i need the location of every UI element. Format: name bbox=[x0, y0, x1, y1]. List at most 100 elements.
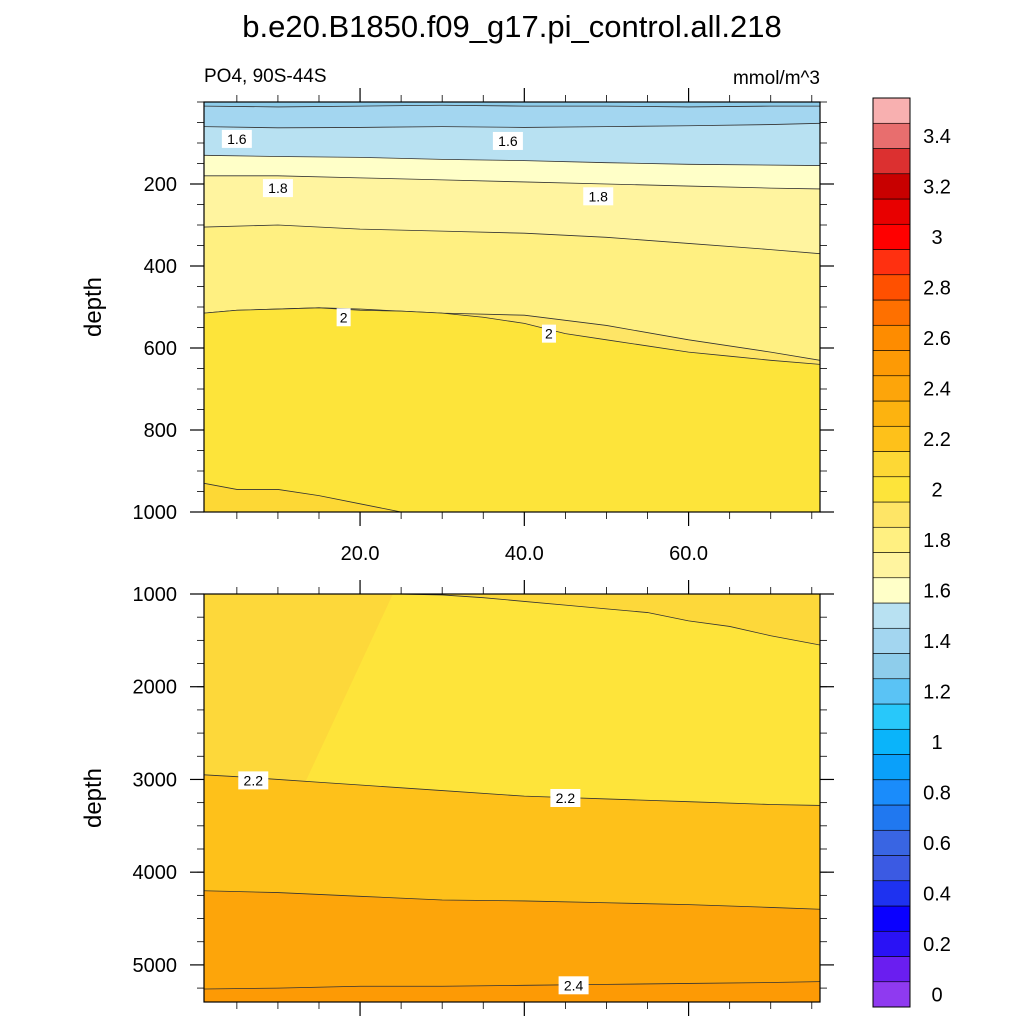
y-tick-label: 200 bbox=[144, 174, 177, 196]
svg-text:1.8: 1.8 bbox=[268, 180, 288, 196]
colorbar-label: 2.6 bbox=[923, 328, 951, 350]
colorbar-box bbox=[872, 400, 911, 427]
colorbar-box bbox=[872, 249, 911, 276]
units-label: mmol/m^3 bbox=[733, 68, 820, 89]
colorbar-box bbox=[872, 678, 911, 705]
colorbar-box bbox=[872, 930, 911, 957]
contour-label: 1.8 bbox=[262, 179, 293, 198]
colorbar-box bbox=[872, 274, 911, 301]
colorbar-label: 0.8 bbox=[923, 782, 951, 804]
colorbar-label: 1.6 bbox=[923, 580, 951, 602]
colorbar-box bbox=[872, 451, 911, 478]
contour-line bbox=[204, 307, 820, 365]
y-tick-label: 1000 bbox=[133, 584, 178, 606]
colorbar-box bbox=[872, 956, 911, 983]
contour-label: 1.6 bbox=[221, 129, 252, 148]
plot-area bbox=[204, 594, 820, 1002]
colorbar-label: 0.2 bbox=[923, 934, 951, 956]
contour-band bbox=[204, 483, 820, 512]
colorbar-box bbox=[872, 855, 911, 882]
colorbar-box bbox=[872, 653, 911, 680]
svg-text:2.2: 2.2 bbox=[556, 790, 576, 806]
colorbar-box bbox=[872, 97, 911, 124]
svg-text:2: 2 bbox=[340, 309, 348, 325]
colorbar-box bbox=[872, 602, 911, 629]
y-tick-label: 1000 bbox=[133, 502, 178, 524]
colorbar-box bbox=[872, 476, 911, 503]
y-tick-label: 2000 bbox=[133, 677, 178, 699]
colorbar-box bbox=[872, 173, 911, 200]
contour-line bbox=[204, 224, 820, 255]
y-tick-label: 5000 bbox=[133, 955, 178, 977]
lower-panel: 2.2 2.2 2.4 1000 2000 3000 4000 5000 depth bbox=[80, 580, 834, 1016]
colorbar-box bbox=[872, 728, 911, 755]
y-tick-label: 4000 bbox=[133, 862, 178, 884]
svg-text:2.2: 2.2 bbox=[244, 772, 264, 788]
colorbar-box bbox=[872, 375, 911, 402]
contour-label: 2.4 bbox=[558, 976, 589, 995]
colorbar-box bbox=[872, 829, 911, 856]
colorbar-box bbox=[872, 198, 911, 225]
colorbar: 0 0.2 0.4 0.6 0.8 1 1.2 1.4 1.6 1.8 2 2.2 2.4 2.6 2.8 3… bbox=[872, 97, 951, 1008]
contour-band bbox=[204, 981, 820, 1002]
colorbar-box bbox=[872, 552, 911, 579]
contour-line bbox=[204, 122, 820, 129]
colorbar-label: 2 bbox=[931, 479, 942, 501]
colorbar-label: 3.2 bbox=[923, 176, 951, 198]
contour-line bbox=[392, 594, 820, 646]
svg-text:1.6: 1.6 bbox=[498, 133, 518, 149]
colorbar-box bbox=[872, 880, 911, 907]
x-tick-label: 60.0 bbox=[669, 543, 708, 565]
colorbar-box bbox=[872, 299, 911, 326]
colorbar-label: 0.4 bbox=[923, 883, 951, 905]
contour-line bbox=[204, 175, 820, 190]
y-tick-label: 400 bbox=[144, 256, 177, 278]
colorbar-label: 0 bbox=[931, 984, 942, 1006]
svg-text:2: 2 bbox=[545, 326, 553, 342]
x-tick-label: 40.0 bbox=[505, 543, 544, 565]
variable-region-label: PO4, 90S-44S bbox=[204, 66, 327, 87]
colorbar-label: 2.8 bbox=[923, 277, 951, 299]
y-tick-label: 600 bbox=[144, 338, 177, 360]
contour-line bbox=[204, 981, 820, 990]
contour-band bbox=[204, 307, 820, 512]
colorbar-box bbox=[872, 905, 911, 932]
contour-line bbox=[204, 890, 820, 910]
y-tick-label: 3000 bbox=[133, 769, 178, 791]
svg-text:1.6: 1.6 bbox=[227, 131, 247, 147]
contour-label: 2 bbox=[336, 308, 351, 327]
colorbar-box bbox=[872, 779, 911, 806]
colorbar-box bbox=[872, 526, 911, 553]
colorbar-label: 3 bbox=[931, 227, 942, 249]
colorbar-box bbox=[872, 501, 911, 528]
colorbar-label: 3.4 bbox=[923, 126, 951, 148]
colorbar-box bbox=[872, 350, 911, 377]
colorbar-box bbox=[872, 804, 911, 831]
contour-line bbox=[204, 104, 820, 108]
svg-text:1.8: 1.8 bbox=[589, 188, 609, 204]
colorbar-box bbox=[872, 703, 911, 730]
colorbar-label: 1.2 bbox=[923, 681, 951, 703]
contour-band bbox=[204, 890, 820, 1002]
contour-label: 2.2 bbox=[550, 789, 581, 807]
x-tick-label: 20.0 bbox=[341, 543, 380, 565]
upper-panel: 1.6 1.6 1.8 1.8 2 2 200 400 600 800 1000 20.0 40.0 60… bbox=[80, 88, 834, 565]
colorbar-frame bbox=[872, 97, 911, 1008]
colorbar-label: 2.2 bbox=[923, 429, 951, 451]
colorbar-box bbox=[872, 324, 911, 351]
colorbar-label: 1.4 bbox=[923, 631, 951, 653]
colorbar-box bbox=[872, 425, 911, 452]
plot-area bbox=[204, 102, 820, 512]
svg-text:2.4: 2.4 bbox=[564, 977, 584, 993]
colorbar-box bbox=[872, 981, 911, 1008]
contour-label: 1.6 bbox=[492, 131, 523, 150]
colorbar-box bbox=[872, 148, 911, 175]
contour-label: 2.2 bbox=[238, 771, 269, 790]
contour-label: 2 bbox=[541, 324, 556, 343]
plot-frame bbox=[203, 593, 821, 1003]
colorbar-box bbox=[872, 223, 911, 250]
y-tick-label: 800 bbox=[144, 420, 177, 442]
colorbar-label: 1 bbox=[931, 732, 942, 754]
colorbar-box bbox=[872, 577, 911, 604]
